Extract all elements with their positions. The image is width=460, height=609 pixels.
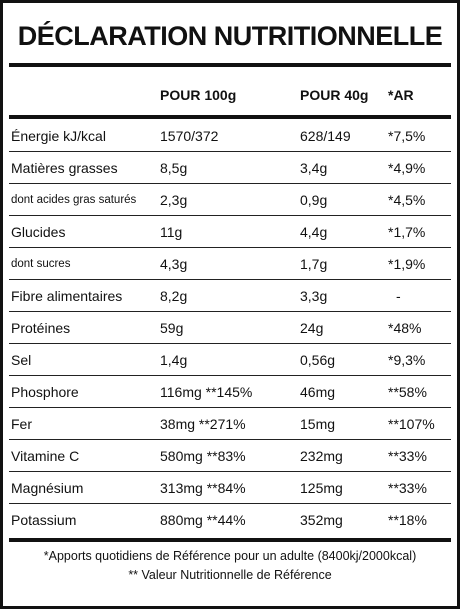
cell-value: 232mg (300, 448, 343, 464)
cell-value: 11g (160, 224, 183, 240)
cell-value: 8,2g (160, 288, 188, 304)
cell-value: 116mg **145% (160, 384, 253, 400)
cell-value: 4,4g (300, 224, 328, 240)
cell-value: *4,9% (388, 160, 426, 176)
row-label: Potassium (11, 512, 77, 528)
cell-value: 352mg (300, 512, 343, 528)
row-label: Phosphore (11, 384, 79, 400)
column-header: *AR (388, 87, 414, 103)
cell-value: 24g (300, 320, 324, 336)
row-divider (9, 247, 451, 248)
row-divider (9, 375, 451, 376)
cell-value: 1,7g (300, 256, 328, 272)
divider (9, 115, 451, 119)
row-label: Vitamine C (11, 448, 80, 464)
cell-value: *7,5% (388, 128, 426, 144)
cell-value: 3,3g (300, 288, 328, 304)
row-label: dont sucres (11, 258, 71, 270)
cell-value: *4,5% (388, 192, 426, 208)
cell-value: *9,3% (388, 352, 426, 368)
row-divider (9, 183, 451, 184)
cell-value: 15mg (300, 416, 336, 432)
row-label: Fibre alimentaires (11, 288, 123, 304)
cell-value: 0,56g (300, 352, 336, 368)
cell-value: 0,9g (300, 192, 328, 208)
row-label: Énergie kJ/kcal (11, 128, 106, 144)
cell-value: 313mg **84% (160, 480, 246, 496)
row-label: Glucides (11, 224, 66, 240)
cell-value: 46mg (300, 384, 336, 400)
row-label: Matières grasses (11, 160, 118, 176)
cell-value: **33% (388, 448, 427, 464)
title: DÉCLARATION NUTRITIONNELLE (17, 21, 443, 51)
row-divider (9, 279, 451, 280)
divider (9, 63, 451, 67)
column-header: POUR 40g (300, 87, 369, 103)
row-label: dont acides gras saturés (11, 194, 137, 206)
cell-value: 1570/372 (160, 128, 219, 144)
row-divider (9, 343, 451, 344)
column-header: POUR 100g (160, 87, 237, 103)
row-divider (9, 151, 451, 152)
row-divider (9, 215, 451, 216)
cell-value: 1,4g (160, 352, 188, 368)
cell-value: 38mg **271% (160, 416, 246, 432)
cell-value: 880mg **44% (160, 512, 246, 528)
cell-value: **33% (388, 480, 427, 496)
cell-value: 125mg (300, 480, 343, 496)
row-label: Fer (11, 416, 32, 432)
row-divider (9, 439, 451, 440)
divider (9, 538, 451, 542)
cell-value: **107% (388, 416, 435, 432)
row-divider (9, 471, 451, 472)
cell-value: *1,7% (388, 224, 426, 240)
cell-value: 4,3g (160, 256, 188, 272)
row-label: Sel (11, 352, 32, 368)
footnote: ** Valeur Nutritionnelle de Référence (128, 568, 332, 582)
cell-value: *1,9% (388, 256, 426, 272)
cell-value: *48% (388, 320, 422, 336)
row-label: Protéines (11, 320, 71, 336)
cell-value: 628/149 (300, 128, 351, 144)
cell-value: - (396, 288, 401, 304)
row-label: Magnésium (11, 480, 84, 496)
row-divider (9, 311, 451, 312)
cell-value: **58% (388, 384, 427, 400)
cell-value: 8,5g (160, 160, 188, 176)
cell-value: 2,3g (160, 192, 188, 208)
cell-value: 580mg **83% (160, 448, 246, 464)
cell-value: 59g (160, 320, 184, 336)
row-divider (9, 503, 451, 504)
row-divider (9, 407, 451, 408)
footnote: *Apports quotidiens de Référence pour un… (43, 549, 417, 563)
cell-value: **18% (388, 512, 427, 528)
cell-value: 3,4g (300, 160, 328, 176)
